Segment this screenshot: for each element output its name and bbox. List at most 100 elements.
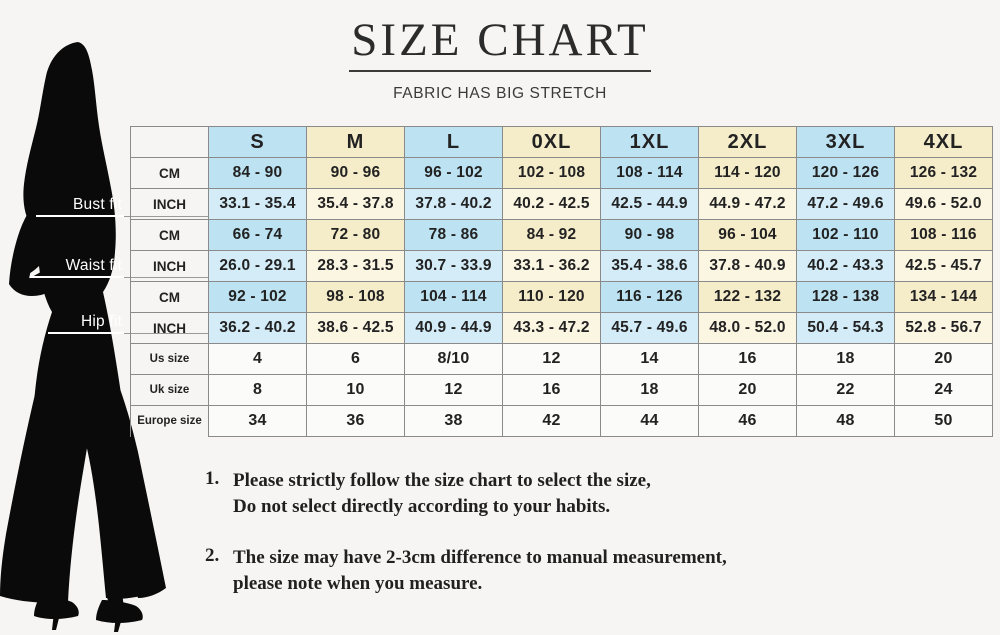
page-title: SIZE CHART (351, 14, 649, 66)
cell-waist-inch-3xl: 40.2 - 43.3 (796, 250, 895, 282)
table-row: CM 92 - 102 98 - 108 104 - 114 110 - 120… (130, 281, 993, 313)
cell-us-4xl: 20 (894, 343, 993, 375)
size-chart-table-container: S M L 0XL 1XL 2XL 3XL 4XL CM 84 - 90 90 … (130, 126, 993, 437)
cell-uk-l: 12 (404, 374, 503, 406)
row-label-waist-inch: INCH (130, 250, 209, 282)
row-label-hip-inch: INCH (130, 312, 209, 344)
table-corner-cell (130, 126, 209, 158)
cell-eu-3xl: 48 (796, 405, 895, 437)
cell-bust-cm-1xl: 108 - 114 (600, 157, 699, 189)
note-2-body: The size may have 2-3cm difference to ma… (233, 545, 727, 596)
cell-us-3xl: 18 (796, 343, 895, 375)
table-row: INCH 33.1 - 35.4 35.4 - 37.8 37.8 - 40.2… (130, 188, 993, 220)
cell-bust-cm-3xl: 120 - 126 (796, 157, 895, 189)
cell-hip-cm-m: 98 - 108 (306, 281, 405, 313)
cell-eu-1xl: 44 (600, 405, 699, 437)
hip-fit-rule (48, 332, 124, 334)
cell-eu-4xl: 50 (894, 405, 993, 437)
cell-bust-cm-0xl: 102 - 108 (502, 157, 601, 189)
cell-waist-inch-m: 28.3 - 31.5 (306, 250, 405, 282)
table-row: CM 66 - 74 72 - 80 78 - 86 84 - 92 90 - … (130, 219, 993, 251)
row-label-europe-size: Europe size (130, 405, 209, 437)
cell-hip-inch-l: 40.9 - 44.9 (404, 312, 503, 344)
cell-uk-3xl: 22 (796, 374, 895, 406)
bust-fit-rule (36, 215, 124, 217)
cell-waist-cm-1xl: 90 - 98 (600, 219, 699, 251)
cell-eu-s: 34 (208, 405, 307, 437)
cell-waist-cm-s: 66 - 74 (208, 219, 307, 251)
cell-waist-cm-4xl: 108 - 116 (894, 219, 993, 251)
size-header-4xl: 4XL (894, 126, 993, 158)
bust-fit-text: Bust fit (73, 196, 122, 213)
cell-waist-cm-0xl: 84 - 92 (502, 219, 601, 251)
note-item: 2. The size may have 2-3cm difference to… (205, 545, 945, 596)
cell-waist-cm-l: 78 - 86 (404, 219, 503, 251)
note-1-body: Please strictly follow the size chart to… (233, 468, 651, 519)
cell-hip-inch-0xl: 43.3 - 47.2 (502, 312, 601, 344)
cell-us-m: 6 (306, 343, 405, 375)
cell-us-2xl: 16 (698, 343, 797, 375)
table-row: Europe size 34 36 38 42 44 46 48 50 (130, 405, 993, 437)
table-row: INCH 26.0 - 29.1 28.3 - 31.5 30.7 - 33.9… (130, 250, 993, 282)
cell-uk-4xl: 24 (894, 374, 993, 406)
cell-bust-inch-1xl: 42.5 - 44.9 (600, 188, 699, 220)
size-header-2xl: 2XL (698, 126, 797, 158)
row-label-uk-size: Uk size (130, 374, 209, 406)
cell-uk-m: 10 (306, 374, 405, 406)
cell-waist-inch-l: 30.7 - 33.9 (404, 250, 503, 282)
subtitle: FABRIC HAS BIG STRETCH (393, 84, 607, 102)
cell-waist-cm-3xl: 102 - 110 (796, 219, 895, 251)
cell-us-s: 4 (208, 343, 307, 375)
row-label-us-size: Us size (130, 343, 209, 375)
cell-bust-inch-3xl: 47.2 - 49.6 (796, 188, 895, 220)
cell-uk-1xl: 18 (600, 374, 699, 406)
row-label-hip-cm: CM (130, 281, 209, 313)
cell-bust-inch-l: 37.8 - 40.2 (404, 188, 503, 220)
title-block: SIZE CHART FABRIC HAS BIG STRETCH (0, 14, 1000, 103)
cell-waist-inch-2xl: 37.8 - 40.9 (698, 250, 797, 282)
waist-fit-label: Waist fit (30, 257, 124, 278)
cell-waist-inch-0xl: 33.1 - 36.2 (502, 250, 601, 282)
size-chart-table: S M L 0XL 1XL 2XL 3XL 4XL CM 84 - 90 90 … (130, 126, 993, 437)
size-header-1xl: 1XL (600, 126, 699, 158)
cell-bust-inch-2xl: 44.9 - 47.2 (698, 188, 797, 220)
size-header-l: L (404, 126, 503, 158)
size-header-s: S (208, 126, 307, 158)
table-row: CM 84 - 90 90 - 96 96 - 102 102 - 108 10… (130, 157, 993, 189)
cell-hip-inch-m: 38.6 - 42.5 (306, 312, 405, 344)
table-row: Uk size 8 10 12 16 18 20 22 24 (130, 374, 993, 406)
hip-fit-label: Hip fit (48, 313, 124, 334)
size-header-m: M (306, 126, 405, 158)
cell-bust-cm-s: 84 - 90 (208, 157, 307, 189)
waist-fit-text: Waist fit (65, 257, 122, 274)
cell-uk-s: 8 (208, 374, 307, 406)
cell-bust-cm-m: 90 - 96 (306, 157, 405, 189)
waist-fit-rule (30, 276, 124, 278)
cell-uk-0xl: 16 (502, 374, 601, 406)
cell-eu-m: 36 (306, 405, 405, 437)
cell-us-0xl: 12 (502, 343, 601, 375)
notes-section: 1. Please strictly follow the size chart… (205, 468, 945, 623)
cell-hip-inch-2xl: 48.0 - 52.0 (698, 312, 797, 344)
cell-us-1xl: 14 (600, 343, 699, 375)
cell-hip-cm-1xl: 116 - 126 (600, 281, 699, 313)
cell-hip-cm-2xl: 122 - 132 (698, 281, 797, 313)
cell-hip-cm-l: 104 - 114 (404, 281, 503, 313)
cell-waist-inch-1xl: 35.4 - 38.6 (600, 250, 699, 282)
cell-bust-inch-s: 33.1 - 35.4 (208, 188, 307, 220)
hip-fit-text: Hip fit (80, 313, 122, 330)
cell-hip-cm-3xl: 128 - 138 (796, 281, 895, 313)
cell-hip-cm-0xl: 110 - 120 (502, 281, 601, 313)
cell-eu-0xl: 42 (502, 405, 601, 437)
note-2-line-1: The size may have 2-3cm difference to ma… (233, 547, 727, 569)
cell-waist-cm-m: 72 - 80 (306, 219, 405, 251)
cell-bust-cm-2xl: 114 - 120 (698, 157, 797, 189)
cell-bust-cm-4xl: 126 - 132 (894, 157, 993, 189)
size-header-0xl: 0XL (502, 126, 601, 158)
cell-eu-2xl: 46 (698, 405, 797, 437)
note-1-number: 1. (205, 468, 220, 489)
bust-fit-label: Bust fit (36, 196, 124, 217)
cell-hip-inch-3xl: 50.4 - 54.3 (796, 312, 895, 344)
note-1-line-2: Do not select directly according to your… (233, 495, 611, 517)
cell-hip-cm-s: 92 - 102 (208, 281, 307, 313)
